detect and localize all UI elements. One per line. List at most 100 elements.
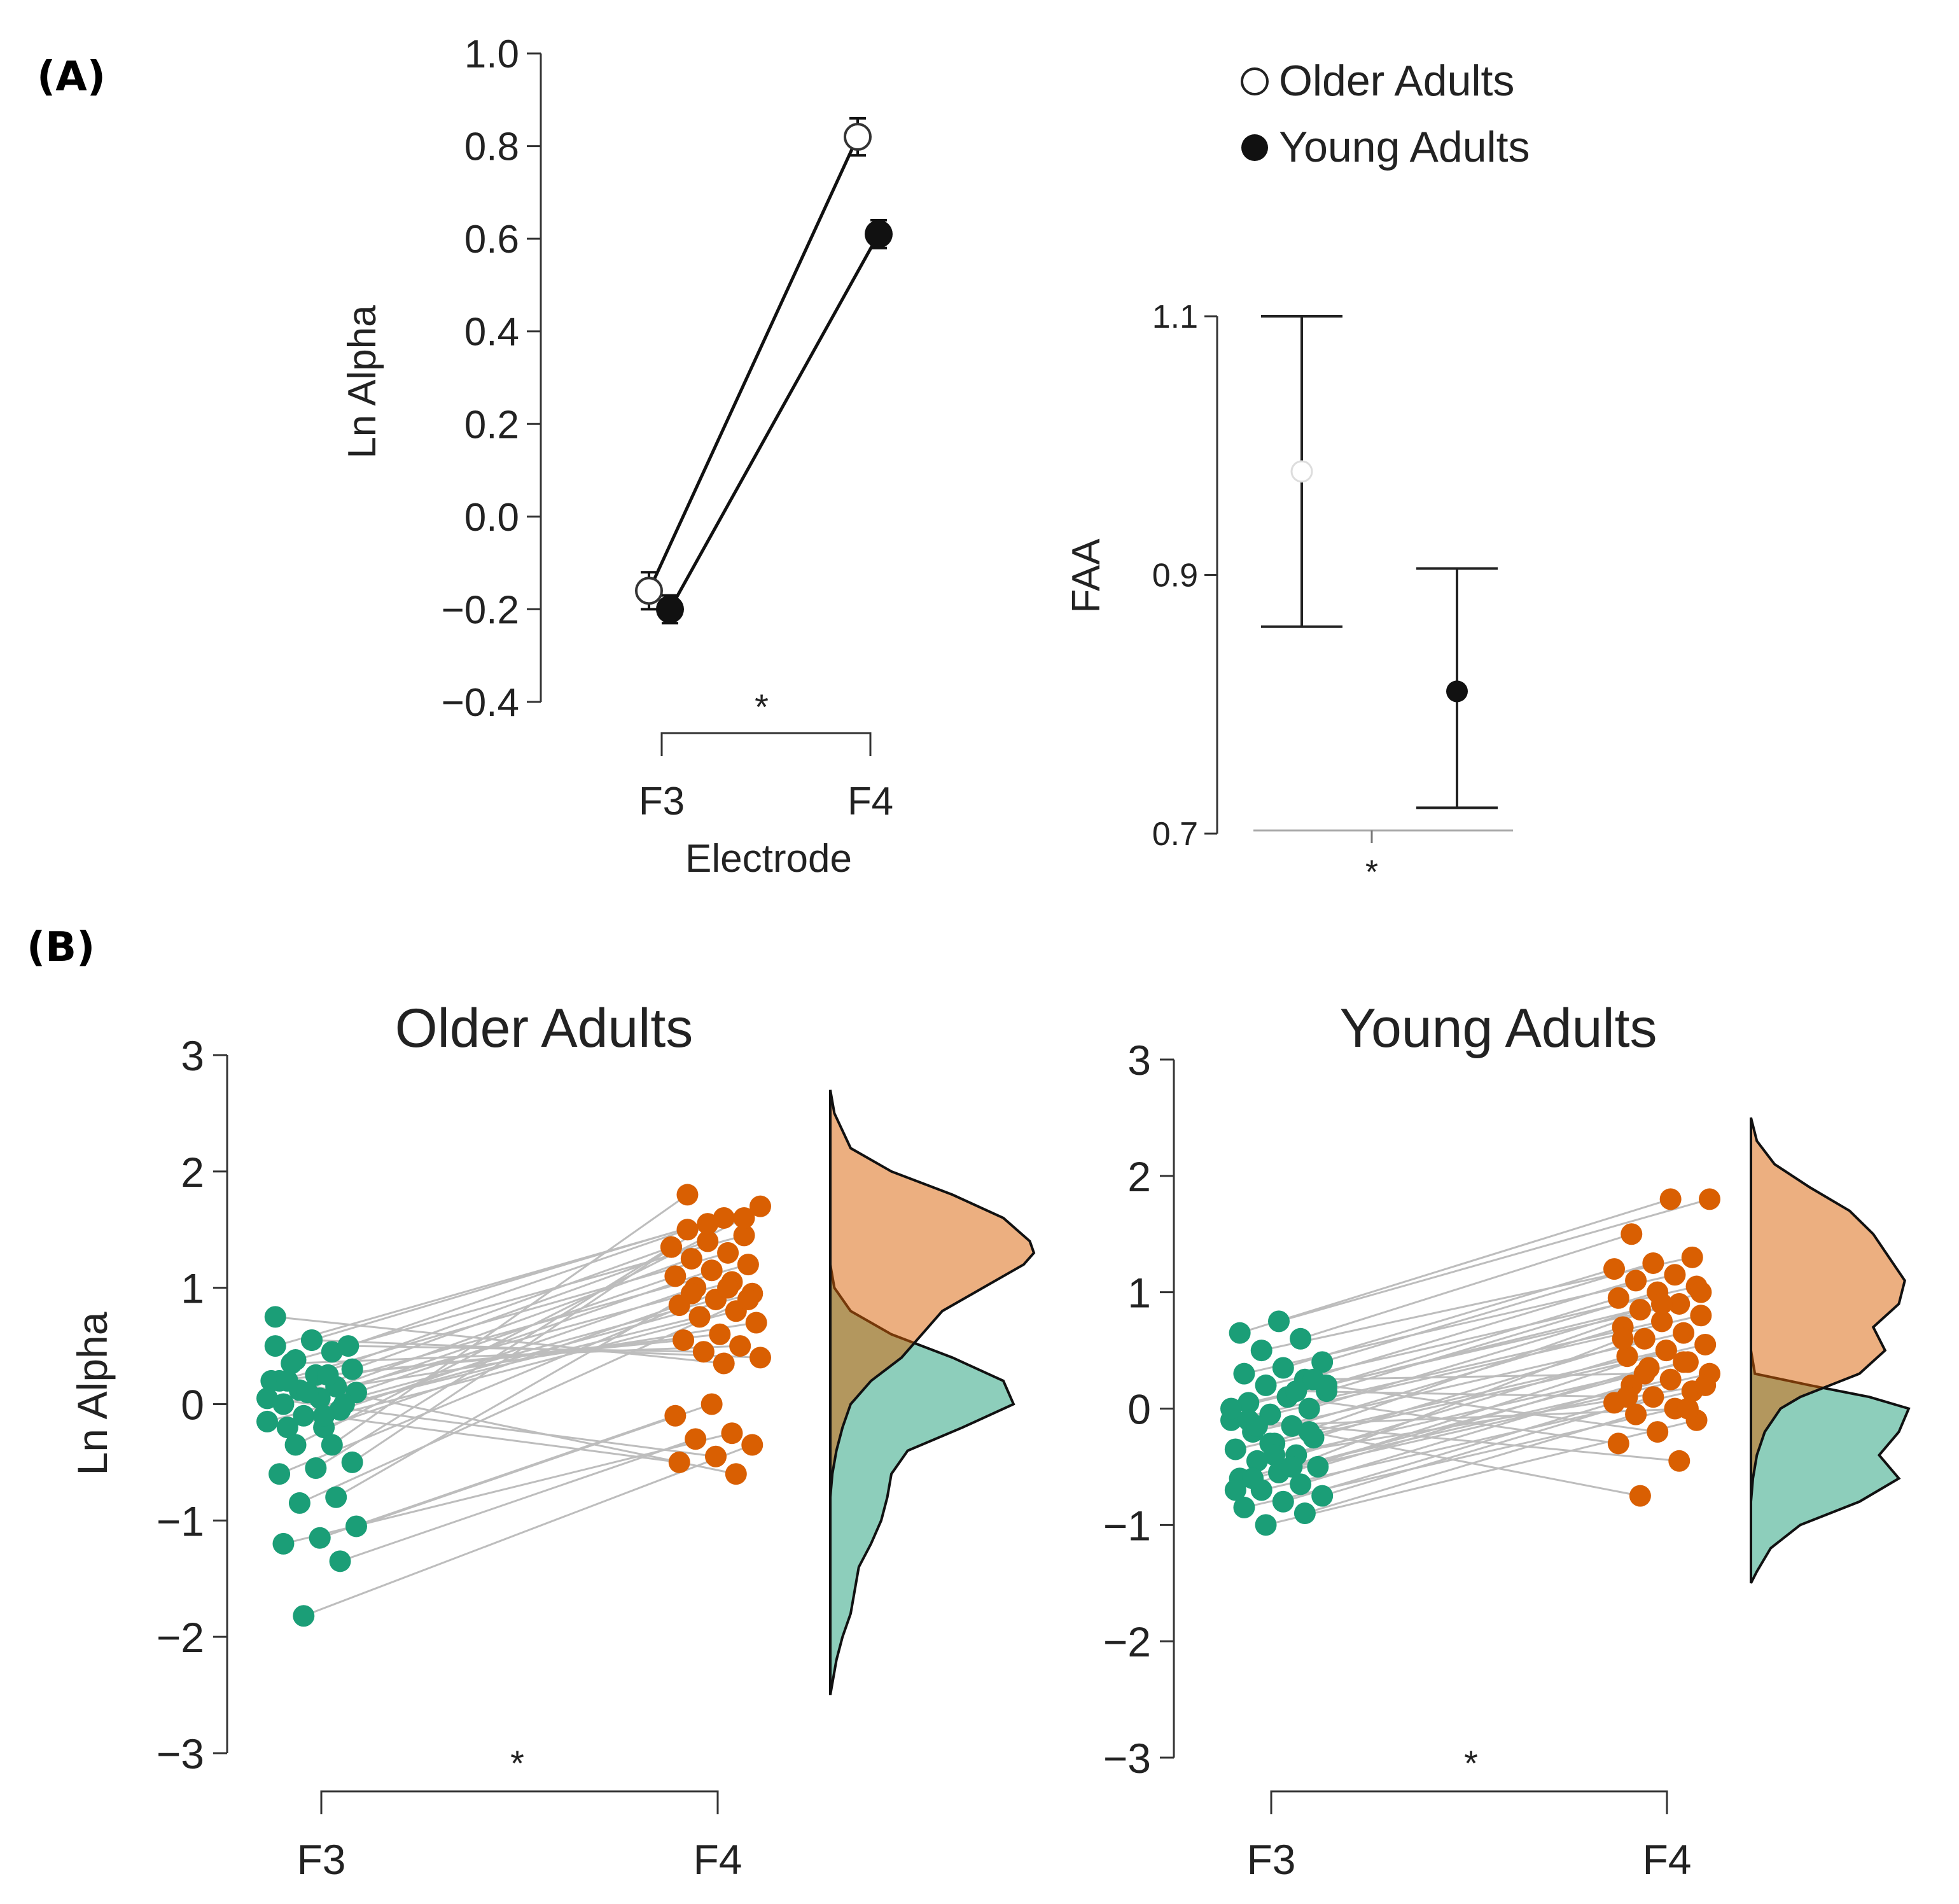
y-tick-label: 1 [1127,1270,1151,1317]
f4-point [733,1224,755,1247]
y-tick-label: 2 [1127,1153,1151,1200]
data-point [865,220,893,248]
f3-point [1272,1490,1294,1513]
f4-point [1655,1340,1677,1362]
f4-point [713,1352,735,1375]
f4-point [692,1341,715,1363]
x-tick-label: F3 [639,780,685,823]
young-significance: * [1464,1743,1478,1783]
x-axis-bracket [660,732,872,756]
chart-a-significance: * [755,687,769,727]
f3-point [272,1532,295,1555]
f3-point [325,1486,347,1508]
subject-line [331,1228,688,1353]
f4-point [1629,1485,1651,1507]
f4-point [1603,1258,1625,1280]
f4-point [668,1451,690,1473]
f4-point [745,1312,767,1334]
f4-point [664,1265,687,1287]
y-tick-label: −3 [1103,1735,1151,1782]
f4-point [733,1207,755,1229]
f4-point [697,1213,719,1235]
f4-point [1664,1264,1686,1286]
f4-point [1668,1292,1691,1315]
y-tick-label: 0 [1127,1386,1151,1433]
f3-point [1285,1380,1307,1403]
subject-line [1300,1233,1632,1340]
f3-point [309,1527,331,1549]
f3-point [256,1387,278,1410]
data-point [635,577,663,605]
f3-point [329,1550,351,1572]
data-point [844,123,872,151]
y-tick-label: 0 [181,1382,204,1429]
legend: Older Adults Young Adults [1241,57,1530,171]
f3-point [296,1382,319,1404]
y-tick-label: 1 [181,1265,204,1312]
f4-point [1621,1223,1643,1245]
legend-label-older: Older Adults [1279,57,1514,105]
f3-point [1224,1479,1246,1501]
f4-point [1616,1345,1638,1368]
y-tick-label: 1.1 [1152,298,1198,335]
f4-point [676,1219,699,1241]
f3-point [293,1605,315,1627]
ln-alpha-line-chart: Ln Alpha Electrode * 1.0 0.8 0.6 0.4 0.2 0.0 −… [340,32,893,881]
f3-point [341,1358,363,1380]
subject-line [303,1444,753,1617]
f4-point [1642,1386,1664,1408]
f3-point [1255,1514,1277,1536]
f4-point [1668,1450,1691,1472]
f3-point [1311,1351,1334,1373]
f3-point [1281,1415,1303,1437]
subject-line [1248,1419,1680,1462]
subject-line [1296,1390,1628,1398]
y-tick-label: −0.4 [442,681,519,725]
subject-line [1309,1431,1641,1497]
f3-point [1281,1455,1303,1478]
f3-point [341,1451,363,1473]
f4-point [1651,1310,1673,1333]
f4-point [721,1422,743,1445]
f4-point [685,1428,707,1450]
panel-label-a: (A) [37,53,106,101]
f3-point [264,1306,286,1328]
subject-line [1239,1198,1671,1334]
panel-label-b: (B) [27,924,95,971]
f4-point [717,1277,739,1299]
series-line [668,233,881,610]
subject-line [328,1339,684,1376]
faa-chart: FAA * 1.1 0.9 0.7 [1064,298,1513,891]
y-tick-label: 0.0 [464,496,519,540]
subject-line [335,1292,692,1499]
y-tick-label: −3 [157,1730,204,1777]
f3-point [317,1364,339,1386]
f3-point [1237,1392,1260,1414]
f3-point [1302,1368,1325,1390]
subject-line [323,1415,680,1464]
f4-point [701,1259,723,1282]
f4-point [1694,1374,1717,1396]
f4-point [1633,1362,1656,1385]
f3-point [337,1335,359,1357]
f3-point [264,1335,286,1357]
y-tick-label: 0.2 [464,403,519,447]
y-tick-label: 0.6 [464,218,519,262]
f4-point [673,1329,695,1351]
f3-point [1290,1473,1312,1495]
subject-line [335,1257,692,1388]
f4-point [1690,1281,1712,1303]
f4-point [705,1445,727,1467]
young-adults-raincloud: Young Adults * 3 2 1 0 −1 −2 −3 F3 F4 [1103,998,1911,1883]
f4-point [1647,1421,1669,1443]
f4-point [697,1230,719,1252]
f4-point [737,1254,759,1276]
x-tick-label: F4 [1642,1836,1691,1883]
x-axis-bracket [320,1790,719,1814]
subject-line [275,1315,724,1365]
data-point [1446,680,1468,703]
f3-point [1233,1496,1255,1518]
y-tick-label: −2 [157,1614,204,1661]
f3-point [1224,1438,1246,1460]
subject-line [311,1339,761,1359]
